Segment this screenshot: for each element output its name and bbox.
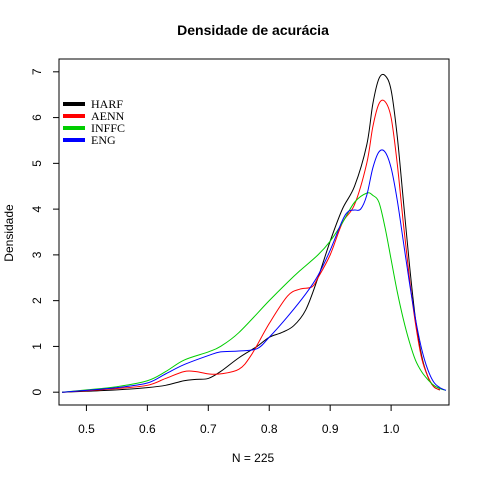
- legend-item-eng: ENG: [63, 133, 116, 147]
- x-tick-label: 0.8: [261, 422, 278, 436]
- x-tick-label: 0.5: [78, 422, 95, 436]
- y-tick-label: 6: [30, 114, 44, 121]
- series-line-aenn: [62, 99, 441, 393]
- x-axis-label: N = 225: [232, 451, 275, 465]
- legend-label: HARF: [91, 97, 123, 111]
- x-tick-label: 1.0: [383, 422, 400, 436]
- series-line-harf: [62, 73, 441, 393]
- y-tick-label: 1: [30, 343, 44, 350]
- y-tick-label: 0: [30, 389, 44, 396]
- plot-frame: [58, 58, 450, 406]
- chart-title: Densidade de acurácia: [177, 22, 329, 38]
- y-tick-label: 5: [30, 160, 44, 167]
- legend-item-harf: HARF: [63, 97, 123, 111]
- legend-label: ENG: [91, 133, 116, 147]
- y-axis-label: Densidade: [2, 204, 16, 262]
- y-tick-label: 2: [30, 297, 44, 304]
- legend-item-aenn: AENN: [63, 109, 125, 123]
- y-tick-label: 4: [30, 205, 44, 212]
- x-axis: 0.5 0.6 0.7 0.8 0.9 1.0: [78, 405, 400, 436]
- y-tick-label: 7: [30, 68, 44, 75]
- x-tick-label: 0.9: [322, 422, 339, 436]
- y-tick-label: 3: [30, 251, 44, 258]
- legend-label: AENN: [91, 109, 125, 123]
- series-line-eng: [62, 149, 447, 393]
- y-axis: 0 1 2 3 4 5 6 7: [30, 68, 59, 396]
- density-curves: [62, 73, 447, 393]
- legend-item-inffc: INFFC: [63, 121, 125, 135]
- x-tick-label: 0.6: [139, 422, 156, 436]
- x-tick-label: 0.7: [200, 422, 217, 436]
- legend-label: INFFC: [91, 121, 125, 135]
